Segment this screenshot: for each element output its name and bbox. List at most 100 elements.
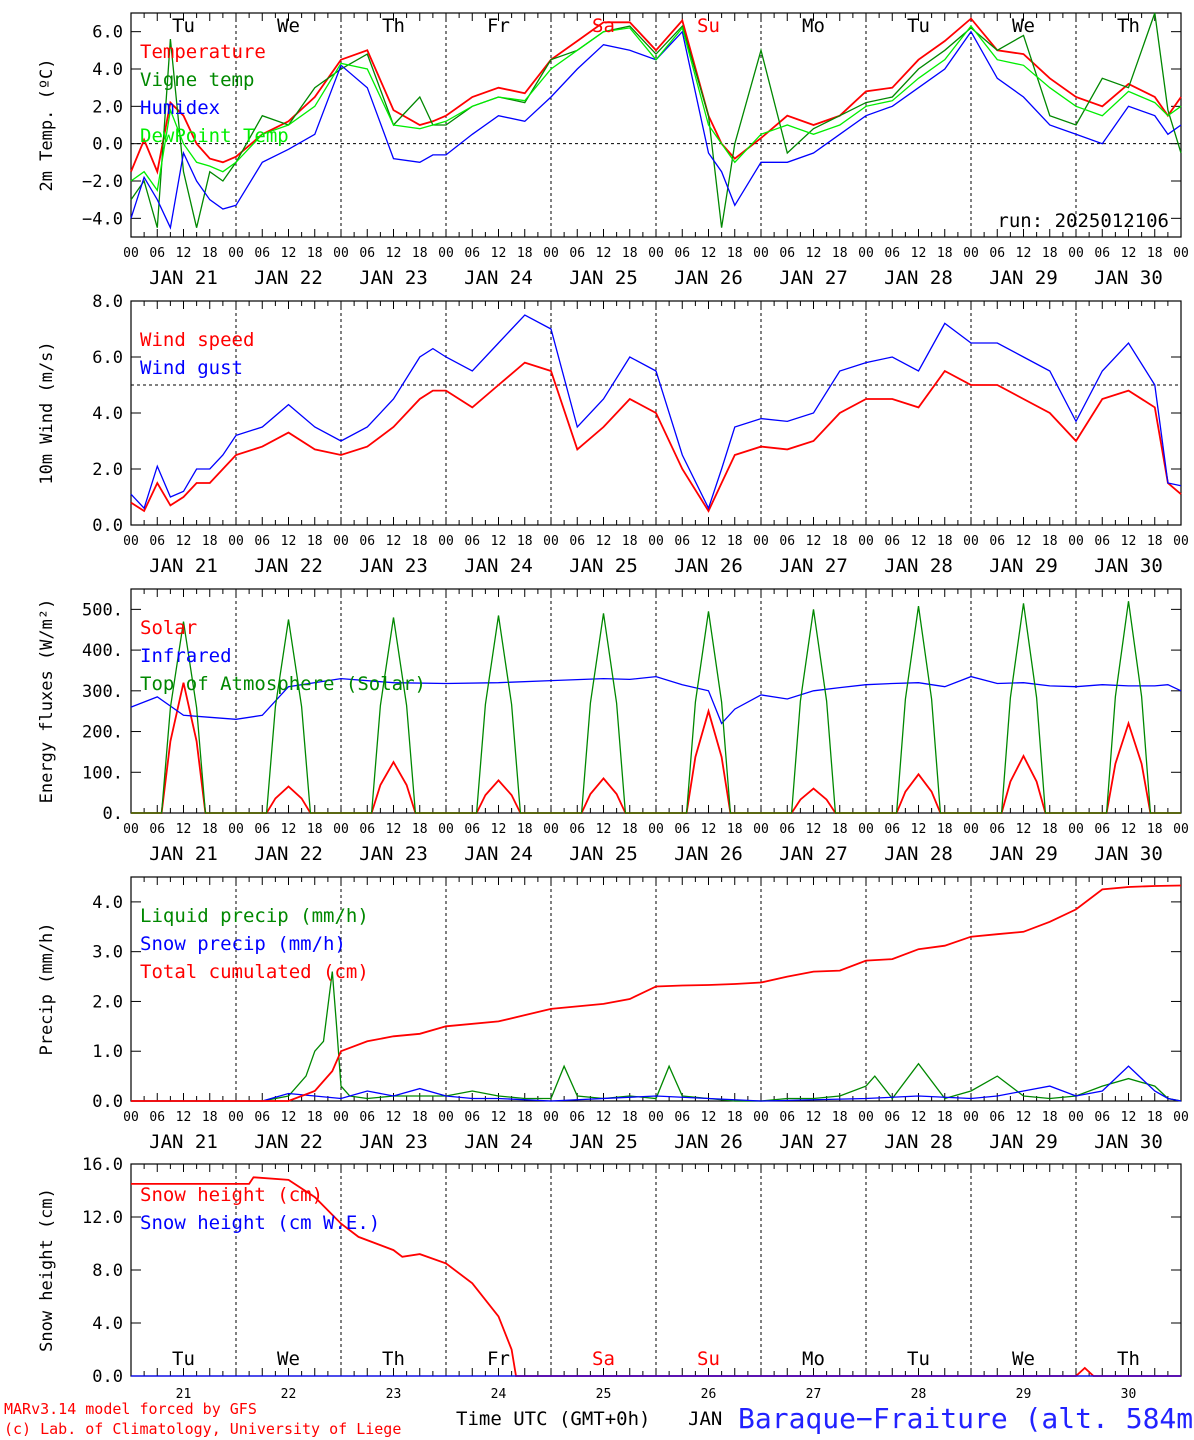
hour-tick-label: 18 <box>517 534 533 549</box>
hour-tick-label: 12 <box>386 822 402 837</box>
hour-tick-label: 18 <box>412 1110 428 1125</box>
series-line-vigne-temp <box>130 12 1182 228</box>
hour-tick-label: 00 <box>858 534 874 549</box>
legend-entry: Snow height (cm W.E.) <box>140 1212 380 1234</box>
date-label: JAN 21 <box>149 267 218 289</box>
hour-tick-label: 00 <box>963 822 979 837</box>
date-label: JAN 30 <box>1094 267 1163 289</box>
hour-tick-label: 12 <box>1016 246 1032 261</box>
weekday-label: Su <box>697 1348 720 1370</box>
weekday-label: Th <box>1117 15 1140 37</box>
hour-tick-label: 00 <box>438 1110 454 1125</box>
temperature-panel: 6.0 4.0 2.0 0.0 −2.0 −4.0 2m Temp. (ºC) Tempera… <box>37 12 1189 289</box>
y-tick-label: 16.0 <box>82 1155 123 1175</box>
hour-tick-label: 00 <box>753 822 769 837</box>
legend-entry: Snow height (cm) <box>140 1184 323 1206</box>
hour-tick-label: 06 <box>569 822 585 837</box>
hour-tick-label: 00 <box>1173 534 1189 549</box>
date-label: JAN 28 <box>884 843 953 865</box>
y-tick-label: 0.0 <box>92 1367 123 1387</box>
hour-tick-label: 18 <box>1147 822 1163 837</box>
hour-tick-label: 00 <box>858 1110 874 1125</box>
date-label: JAN 22 <box>254 267 323 289</box>
legend-entry: Temperature <box>140 41 266 63</box>
date-label: JAN 24 <box>464 267 533 289</box>
panels: 6.0 4.0 2.0 0.0 −2.0 −4.0 2m Temp. (ºC) Tempera… <box>37 12 1189 1402</box>
hour-tick-label: 18 <box>307 246 323 261</box>
hour-tick-label: 18 <box>937 534 953 549</box>
legend-entry: Wind gust <box>140 357 243 379</box>
hour-tick-label: 12 <box>701 246 717 261</box>
hour-tick-label: 00 <box>438 534 454 549</box>
date-label: JAN 26 <box>674 267 743 289</box>
hour-tick-label: 00 <box>1173 246 1189 261</box>
date-label: JAN 24 <box>464 1131 533 1153</box>
hour-tick-label: 06 <box>254 534 270 549</box>
weekday-label: We <box>277 1348 300 1370</box>
hour-tick-label: 12 <box>176 822 192 837</box>
hour-tick-label: 06 <box>464 822 480 837</box>
hour-tick-label: 06 <box>779 822 795 837</box>
legend-entry: DewPoint Temp <box>140 125 289 147</box>
legend-entry: Vigne temp <box>140 69 254 91</box>
hour-tick-label: 12 <box>596 246 612 261</box>
hour-tick-label: 12 <box>176 1110 192 1125</box>
series-line-wind-gust <box>130 314 1182 510</box>
hour-tick-label: 06 <box>569 534 585 549</box>
y-tick-label: 400. <box>82 641 123 661</box>
hour-tick-label: 12 <box>386 246 402 261</box>
legend-entry: Liquid precip (mm/h) <box>140 905 369 927</box>
hour-tick-label: 00 <box>1068 1110 1084 1125</box>
hour-tick-label: 18 <box>307 822 323 837</box>
y-tick-label: 8.0 <box>92 292 123 312</box>
hour-tick-label: 00 <box>123 534 139 549</box>
hour-tick-label: 06 <box>779 534 795 549</box>
hour-tick-label: 12 <box>806 1110 822 1125</box>
weekday-label: We <box>1012 15 1035 37</box>
date-label: JAN 28 <box>884 555 953 577</box>
day-number-label: 27 <box>806 1387 822 1402</box>
weekday-label: Tu <box>907 15 930 37</box>
precip-panel: 4.0 3.0 2.0 1.0 0.0 Precip (mm/h) Liquid preci… <box>37 876 1189 1153</box>
y-tick-label: 6.0 <box>92 23 123 43</box>
y-tick-label: 300. <box>82 682 123 702</box>
hour-tick-label: 00 <box>438 246 454 261</box>
hour-tick-label: 06 <box>674 1110 690 1125</box>
y-axis-label: 10m Wind (m/s) <box>37 341 57 484</box>
hour-tick-label: 00 <box>333 822 349 837</box>
hour-tick-label: 12 <box>701 534 717 549</box>
hour-tick-label: 12 <box>1016 822 1032 837</box>
hour-tick-label: 18 <box>1147 246 1163 261</box>
date-label: JAN 21 <box>149 1131 218 1153</box>
weekday-label: Sa <box>592 1348 615 1370</box>
day-number-label: 29 <box>1016 1387 1032 1402</box>
date-label: JAN 29 <box>989 843 1058 865</box>
hour-tick-label: 18 <box>832 246 848 261</box>
hour-tick-label: 18 <box>622 534 638 549</box>
hour-tick-label: 12 <box>701 822 717 837</box>
hour-tick-label: 00 <box>963 534 979 549</box>
y-tick-label: 4.0 <box>92 404 123 424</box>
hour-tick-label: 00 <box>648 246 664 261</box>
hour-tick-label: 18 <box>1042 534 1058 549</box>
hour-tick-label: 12 <box>911 1110 927 1125</box>
legend-entry: Total cumulated (cm) <box>140 961 369 983</box>
hour-tick-label: 06 <box>149 534 165 549</box>
hour-tick-label: 12 <box>911 822 927 837</box>
hour-tick-label: 06 <box>779 246 795 261</box>
weekday-label: Mo <box>802 15 825 37</box>
hour-tick-label: 06 <box>359 1110 375 1125</box>
hour-tick-label: 00 <box>438 822 454 837</box>
energy-panel: 500. 400. 300. 200. 100. 0. Energy fluxes (W/m… <box>37 588 1189 865</box>
hour-tick-label: 00 <box>543 246 559 261</box>
date-label: JAN 29 <box>989 267 1058 289</box>
hour-tick-label: 18 <box>937 246 953 261</box>
hour-tick-label: 06 <box>464 246 480 261</box>
hour-tick-label: 18 <box>307 1110 323 1125</box>
date-label: JAN 30 <box>1094 1131 1163 1153</box>
hour-tick-label: 06 <box>884 1110 900 1125</box>
hour-tick-label: 06 <box>1094 1110 1110 1125</box>
series-line-snow-precip-mm-h- <box>131 1065 1182 1102</box>
weekday-label: Tu <box>172 1348 195 1370</box>
hour-tick-label: 12 <box>1016 1110 1032 1125</box>
